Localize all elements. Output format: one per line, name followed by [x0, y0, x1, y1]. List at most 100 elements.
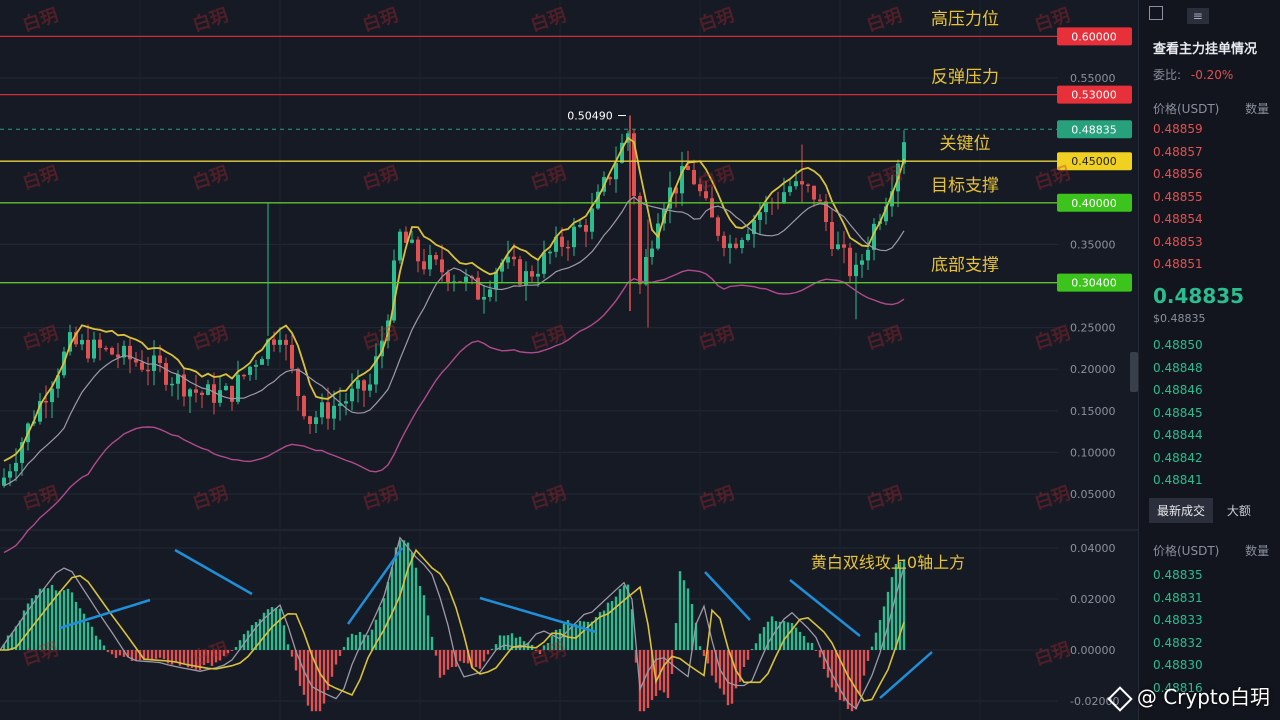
- macd-tick-label: 0.00000: [1070, 644, 1116, 657]
- macd-bar: [430, 636, 434, 650]
- macd-bar: [410, 552, 414, 650]
- macd-bar: [130, 650, 134, 661]
- macd-bar: [442, 650, 446, 675]
- candle: [704, 191, 708, 199]
- macd-bar: [154, 650, 158, 659]
- macd-bar: [606, 602, 610, 650]
- ask-price: 0.48851: [1153, 257, 1203, 271]
- trade-price: 0.48835: [1153, 568, 1203, 582]
- candle: [440, 259, 444, 273]
- macd-bar: [746, 650, 750, 660]
- candle: [266, 339, 270, 360]
- ask-price: 0.48855: [1153, 189, 1203, 204]
- candle: [80, 339, 84, 345]
- trend-arrow: [479, 596, 597, 634]
- macd-bar: [302, 650, 306, 695]
- price-tick-label: 0.15000: [1070, 405, 1116, 418]
- macd-dif-line: [0, 536, 905, 710]
- candle: [746, 234, 750, 240]
- candle: [320, 402, 324, 418]
- macd-bar: [498, 635, 502, 650]
- candle: [2, 477, 6, 486]
- macd-bar: [94, 635, 98, 650]
- candle: [758, 212, 762, 220]
- candle: [740, 239, 744, 248]
- macd-bar: [786, 622, 790, 650]
- trend-arrow: [879, 651, 933, 699]
- macd-bar: [702, 650, 706, 657]
- price-tick-label: 0.35000: [1070, 238, 1116, 251]
- panel-toolbar: ≡: [1149, 6, 1280, 26]
- macd-bar: [294, 650, 298, 671]
- ask-price: 0.48854: [1153, 212, 1203, 226]
- macd-bar: [362, 634, 366, 650]
- candle: [866, 249, 870, 261]
- macd-bar: [870, 646, 874, 650]
- panel-resize-handle[interactable]: [1130, 352, 1138, 392]
- macd-bar: [802, 636, 806, 650]
- macd-bar: [654, 650, 658, 697]
- macd-bar: [770, 616, 774, 650]
- macd-bar: [318, 650, 322, 712]
- macd-bar: [174, 650, 178, 663]
- macd-bar: [262, 612, 266, 650]
- candle: [842, 244, 846, 248]
- bollinger-lower-line: [3, 269, 905, 554]
- macd-bar: [222, 650, 226, 656]
- price-tag-text: 0.45000: [1071, 155, 1117, 168]
- macd-bar: [714, 650, 718, 683]
- macd-bar: [342, 646, 346, 650]
- macd-bar: [878, 619, 882, 650]
- candle: [392, 260, 396, 321]
- candle: [806, 184, 810, 186]
- macd-bar: [818, 650, 822, 658]
- macd-bar: [366, 635, 370, 650]
- layout-icon[interactable]: [1149, 6, 1163, 20]
- price-tick-label: 0.25000: [1070, 322, 1116, 335]
- candle: [182, 374, 186, 397]
- candle: [608, 177, 612, 180]
- brand-watermark: @ Crypto白玥: [1107, 681, 1270, 712]
- candle: [890, 191, 894, 207]
- macd-bar: [538, 650, 542, 655]
- candle: [110, 347, 114, 355]
- candle: [542, 252, 546, 274]
- candle: [308, 416, 312, 425]
- macd-bar: [670, 650, 674, 675]
- candle: [260, 359, 264, 365]
- price-tick-label: 0.10000: [1070, 446, 1116, 459]
- list-icon[interactable]: ≡: [1186, 8, 1209, 24]
- macd-bar: [598, 612, 602, 650]
- macd-bar: [210, 650, 214, 666]
- price-tag: [1057, 273, 1132, 292]
- macd-bar: [142, 650, 146, 660]
- macd-bar: [54, 590, 58, 650]
- macd-bar: [618, 588, 622, 650]
- candle: [824, 201, 828, 223]
- macd-bar: [258, 619, 262, 650]
- macd-bar: [614, 596, 618, 650]
- bid-price: 0.48845: [1153, 405, 1203, 420]
- macd-bar: [298, 650, 302, 686]
- chart-area[interactable]: 0.55000 0.35000 0.25000 0.20000 0.15000 0.100…: [0, 0, 1138, 720]
- candle: [164, 363, 168, 385]
- macd-bar: [554, 629, 558, 650]
- macd-tick-label: 0.04000: [1070, 542, 1116, 555]
- candle: [272, 339, 276, 345]
- macd-dea-line: [0, 548, 905, 702]
- price-chart[interactable]: 0.55000 0.35000 0.25000 0.20000 0.15000 0.100…: [0, 0, 1138, 720]
- tab-latest-trades[interactable]: 最新成交: [1149, 498, 1214, 523]
- macd-bar: [246, 630, 250, 650]
- macd-bar: [862, 650, 866, 676]
- candle: [554, 236, 558, 252]
- high-marker-label: 0.50490: [567, 110, 613, 123]
- price-tag-text: 0.40000: [1071, 197, 1117, 210]
- macd-bar: [150, 650, 154, 660]
- macd-bar: [782, 621, 786, 650]
- trade-price: 0.48831: [1153, 590, 1203, 605]
- candle: [194, 389, 198, 393]
- ratio-value: -0.20%: [1190, 68, 1234, 82]
- macd-bar: [834, 650, 838, 693]
- last-price-usd: $0.48835: [1153, 312, 1206, 325]
- tab-big-trades[interactable]: 大额: [1226, 504, 1251, 518]
